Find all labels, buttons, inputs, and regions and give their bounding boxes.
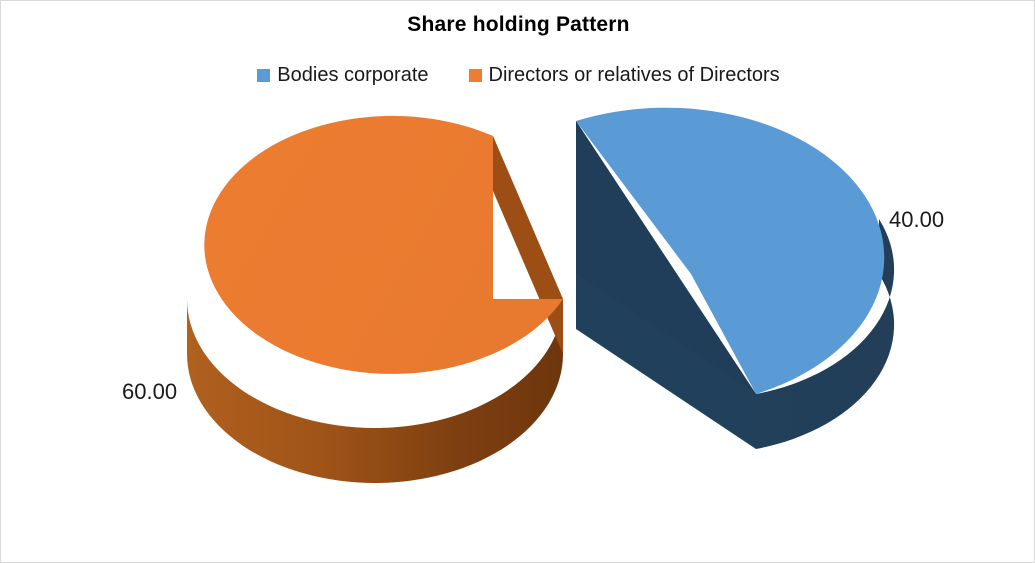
chart-title: Share holding Pattern xyxy=(407,13,630,36)
data-label-directors: 60.00 xyxy=(122,379,178,404)
data-label-bodies-corporate: 40.00 xyxy=(889,207,945,232)
pie-slice-bodies-corporate[interactable] xyxy=(576,107,885,394)
legend-item-directors[interactable]: Directors or relatives of Directors xyxy=(468,64,780,86)
pie-slice-directors-outer-wall xyxy=(187,299,563,483)
pie-slice-directors[interactable] xyxy=(204,115,563,374)
legend-swatch-orange-icon xyxy=(468,68,482,82)
legend-item-bodies-corporate[interactable]: Bodies corporate xyxy=(257,64,429,86)
legend-label-directors: Directors or relatives of Directors xyxy=(488,64,780,86)
legend-swatch-blue-icon xyxy=(257,68,271,82)
legend-label-bodies-corporate: Bodies corporate xyxy=(277,64,429,86)
chart-legend: Bodies corporate Directors or relatives … xyxy=(1,64,1034,86)
pie-slice-bodies-bottom-wall xyxy=(576,274,756,449)
